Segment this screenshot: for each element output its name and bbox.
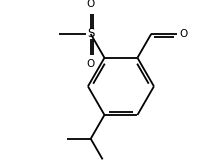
Text: S: S bbox=[87, 28, 94, 40]
Text: O: O bbox=[180, 29, 188, 39]
Text: O: O bbox=[87, 59, 95, 69]
Text: O: O bbox=[87, 0, 95, 9]
